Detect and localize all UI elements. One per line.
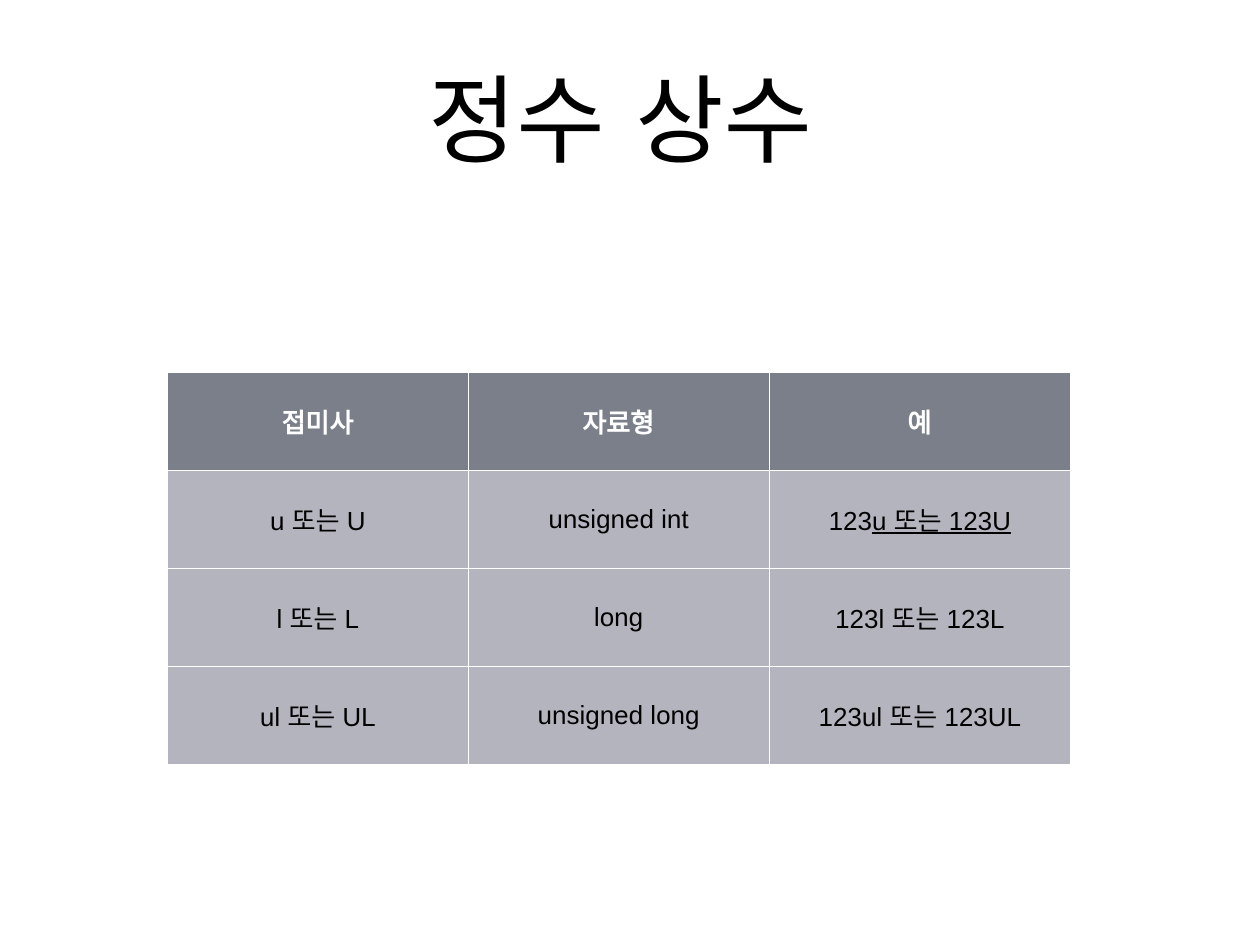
cell-type: unsigned long xyxy=(467,666,770,764)
table-row: l 또는 L long 123l 또는 123L xyxy=(168,568,1070,667)
cell-type: unsigned int xyxy=(467,470,770,569)
header-type: 자료형 xyxy=(467,373,770,471)
example-plain-text: 123 xyxy=(828,506,872,536)
cell-example: 123u 또는 123U xyxy=(768,470,1070,569)
table-row: ul 또는 UL unsigned long 123ul 또는 123UL xyxy=(168,666,1070,764)
table-row: u 또는 U unsigned int 123u 또는 123U xyxy=(168,470,1070,569)
integer-suffix-table: 접미사 자료형 예 u 또는 U unsigned int 123u 또는 12… xyxy=(168,373,1070,764)
slide-title: 정수 상수 xyxy=(428,66,812,178)
example-plain-text: 123ul 또는 123UL xyxy=(818,702,1022,732)
header-example: 예 xyxy=(768,373,1070,471)
cell-type: long xyxy=(467,568,770,667)
cell-suffix: u 또는 U xyxy=(168,470,469,569)
cell-suffix: l 또는 L xyxy=(168,568,469,667)
cell-suffix: ul 또는 UL xyxy=(168,666,469,764)
cell-example: 123l 또는 123L xyxy=(768,568,1070,667)
table-header-row: 접미사 자료형 예 xyxy=(168,373,1070,471)
example-plain-text: 123l 또는 123L xyxy=(835,604,1005,634)
header-suffix: 접미사 xyxy=(168,373,469,471)
example-underlined-text: u 또는 123U xyxy=(871,506,1011,536)
cell-example: 123ul 또는 123UL xyxy=(768,666,1070,764)
